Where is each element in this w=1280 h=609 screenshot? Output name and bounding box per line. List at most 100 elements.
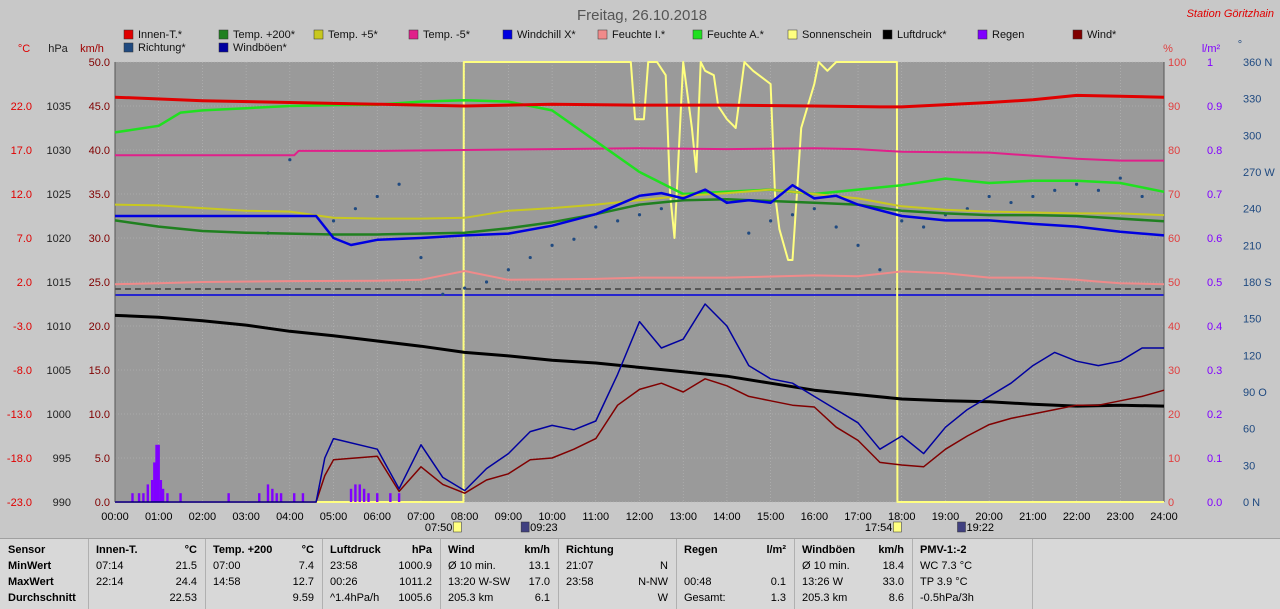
legend-swatch — [123, 42, 134, 53]
legend-label: Luftdruck* — [897, 29, 947, 41]
column-title: Sensor — [8, 544, 46, 556]
legend-swatch — [977, 29, 988, 40]
column-unit: °C — [184, 544, 197, 556]
legend-swatch — [1072, 29, 1083, 40]
cell-value: 0.1 — [770, 576, 786, 588]
rain-bar — [358, 484, 361, 502]
x-tick: 15:00 — [757, 511, 785, 523]
cell-time: Gesamt: — [684, 592, 726, 604]
table-column: Richtung 21:07 N 23:58 N-NW W — [558, 539, 677, 609]
rain-tick: 0.6 — [1207, 233, 1222, 245]
table-column: Temp. +200 °C 07:00 7.4 14:58 12.7 9.59 — [205, 539, 323, 609]
legend-swatch — [313, 29, 324, 40]
column-title: Wind — [448, 544, 475, 556]
wind-tick: 10.0 — [89, 409, 110, 421]
temp-tick: -23.0 — [7, 497, 32, 509]
cell-value: N — [660, 560, 668, 572]
cell-time: 07:00 — [213, 560, 241, 572]
direction-point — [747, 231, 751, 235]
percent-tick: 30 — [1168, 365, 1180, 377]
series-temp-5 — [114, 188, 1165, 220]
pressure-tick: 1000 — [47, 409, 71, 421]
rain-bar — [159, 480, 163, 502]
direction-tick: 360 N — [1243, 57, 1272, 69]
pressure-tick: 1035 — [47, 101, 71, 113]
series-windchill-x — [115, 183, 1165, 247]
rain-tick: 0.4 — [1207, 321, 1222, 333]
direction-point — [1140, 194, 1144, 199]
direction-point — [616, 219, 620, 223]
percent-tick: 60 — [1168, 233, 1180, 245]
series-temp-5 — [115, 147, 1164, 162]
direction-point — [550, 243, 554, 247]
cell-value: 1000.9 — [398, 560, 432, 572]
x-tick: 19:00 — [932, 511, 960, 523]
event-time: 19:22 — [966, 522, 994, 534]
series-layer — [114, 61, 1165, 503]
legend-swatch — [787, 29, 798, 40]
percent-tick: 0 — [1168, 497, 1174, 509]
cell-value: N-NW — [638, 576, 668, 588]
x-tick: 00:00 — [101, 511, 129, 523]
cell-time: 21:07 — [566, 560, 594, 572]
column-title: Luftdruck — [330, 544, 381, 556]
wind-tick: 0.0 — [95, 497, 110, 509]
column-title: Temp. +200 — [213, 544, 273, 556]
percent-tick: 40 — [1168, 321, 1180, 333]
event-time: 17:54 — [865, 522, 893, 534]
direction-point — [812, 207, 816, 211]
column-unit: km/h — [524, 544, 550, 556]
series-sonnenschein — [115, 61, 1164, 503]
rain-tick: 0.9 — [1207, 101, 1222, 113]
row-label: MinWert — [8, 560, 52, 572]
series-luftdruck — [114, 313, 1165, 408]
degree-unit: ° — [1238, 39, 1242, 51]
direction-tick: 0 N — [1243, 497, 1260, 509]
cell-time: 00:26 — [330, 576, 358, 588]
cell-time: 205.3 km — [802, 592, 848, 604]
rain-tick: 0.5 — [1207, 277, 1222, 289]
rain-tick: 0.8 — [1207, 145, 1222, 157]
column-title: Windböen — [802, 544, 856, 556]
table-column: Regen l/m² 00:48 0.1 Gesamt: 1.3 — [676, 539, 795, 609]
table-column: Innen-T. °C 07:14 21.5 22:14 24.4 22.53 — [88, 539, 206, 609]
legend-label: Regen — [992, 29, 1024, 41]
wind-tick: 40.0 — [89, 145, 110, 157]
pressure-tick: 1030 — [47, 145, 71, 157]
temp-tick: -13.0 — [7, 409, 32, 421]
temp-tick: -8.0 — [13, 365, 32, 377]
cell-time: WC 7.3 °C — [920, 560, 973, 572]
direction-point — [987, 194, 991, 199]
series-windb-en — [115, 303, 1164, 503]
direction-point — [878, 268, 882, 272]
pressure-tick: 1025 — [47, 189, 71, 201]
direction-point — [834, 225, 838, 229]
direction-point — [856, 243, 860, 247]
temp-tick: -18.0 — [7, 453, 32, 465]
direction-tick: 270 W — [1243, 167, 1275, 179]
percent-tick: 20 — [1168, 409, 1180, 421]
cell-value: 18.4 — [882, 560, 904, 572]
legend-label: Temp. +5* — [328, 29, 379, 41]
rain-tick: 1 — [1207, 57, 1213, 69]
temp-tick: 7.0 — [17, 233, 32, 245]
rain-bar — [354, 484, 357, 502]
legend-label: Feuchte I.* — [612, 29, 666, 41]
column-title: Innen-T. — [96, 544, 138, 556]
wind-tick: 35.0 — [89, 189, 110, 201]
direction-point — [1118, 176, 1122, 180]
legend-label: Windböen* — [233, 42, 288, 54]
table-column: PMV-1:-2 WC 7.3 °C TP 3.9 °C -0.5hPa/3h — [912, 539, 1033, 609]
x-tick: 09:00 — [495, 511, 523, 523]
legend-label: Wind* — [1087, 29, 1117, 41]
cell-time: 23:58 — [566, 576, 594, 588]
cell-value: 33.0 — [882, 576, 904, 588]
pressure-tick: 1010 — [47, 321, 71, 333]
wind-tick: 15.0 — [89, 365, 110, 377]
sun-rise-icon — [453, 521, 462, 533]
rain-bar — [293, 493, 296, 502]
rain-bar — [279, 493, 283, 502]
rain-bar — [362, 488, 366, 502]
x-tick: 22:00 — [1063, 511, 1091, 523]
rain-bar — [161, 488, 165, 502]
